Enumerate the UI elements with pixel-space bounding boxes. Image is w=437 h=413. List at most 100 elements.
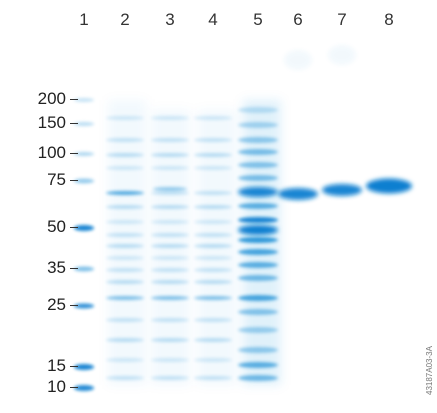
ladder-band xyxy=(74,303,94,309)
ladder-band xyxy=(74,225,94,231)
lysate-band xyxy=(151,233,189,237)
lysate-band xyxy=(151,268,189,272)
mw-label-35: 35 xyxy=(0,259,78,277)
lane5-band xyxy=(238,175,278,181)
lysate-band xyxy=(106,318,144,322)
mw-label-100: 100 xyxy=(0,144,78,162)
lysate-band xyxy=(194,233,232,237)
mw-tick xyxy=(70,99,78,101)
mw-label-50: 50 xyxy=(0,218,78,236)
lysate-band xyxy=(194,138,232,142)
lysate-band xyxy=(106,116,144,120)
lysate-band xyxy=(194,358,232,362)
lane5-band xyxy=(238,309,278,315)
lane5-band xyxy=(238,347,278,353)
lane5-band xyxy=(238,137,278,143)
lane-number-1: 1 xyxy=(79,10,89,29)
lysate-band xyxy=(151,318,189,322)
purified-band xyxy=(366,178,412,194)
lane5-band xyxy=(238,187,278,197)
lysate-band xyxy=(151,220,189,224)
mw-label-text: 50 xyxy=(47,217,66,236)
mw-label-text: 200 xyxy=(37,89,66,108)
lysate-band xyxy=(194,205,232,209)
mw-label-text: 75 xyxy=(47,170,66,189)
mw-label-text: 15 xyxy=(47,356,66,375)
mw-tick xyxy=(70,366,78,368)
lysate-band xyxy=(151,358,189,362)
mw-label-150: 150 xyxy=(0,114,78,132)
lane5-band xyxy=(238,162,278,168)
lysate-band xyxy=(194,296,232,300)
lane5-band xyxy=(238,295,278,301)
lane5-band xyxy=(238,225,278,235)
ladder-band xyxy=(74,266,94,272)
mw-tick xyxy=(70,305,78,307)
lane-number-2: 2 xyxy=(120,10,130,29)
lysate-band xyxy=(151,376,189,380)
mw-tick xyxy=(70,227,78,229)
purified-band xyxy=(322,184,362,196)
mw-label-15: 15 xyxy=(0,357,78,375)
mw-label-text: 10 xyxy=(47,377,66,396)
lysate-band xyxy=(151,153,189,157)
ladder-band xyxy=(74,98,94,102)
figure-id-watermark: 43187A03-3A xyxy=(425,346,434,395)
faint-smear xyxy=(328,45,356,65)
ladder-band xyxy=(74,385,94,391)
mw-tick xyxy=(70,153,78,155)
lane-number-3: 3 xyxy=(165,10,175,29)
lane-number-4: 4 xyxy=(208,10,218,29)
lane-number-7: 7 xyxy=(337,10,347,29)
lane5-band xyxy=(238,203,278,209)
lane5-band xyxy=(238,249,278,255)
lysate-band xyxy=(106,268,144,272)
lysate-band xyxy=(194,268,232,272)
lane-number-6: 6 xyxy=(293,10,303,29)
lysate-band xyxy=(194,191,232,195)
bands xyxy=(74,45,412,391)
lane5-band xyxy=(238,262,278,268)
faint-smear xyxy=(284,50,312,70)
lysate-band xyxy=(194,116,232,120)
lysate-band xyxy=(106,244,144,248)
lane-number-8: 8 xyxy=(384,10,394,29)
mw-label-200: 200 xyxy=(0,90,78,108)
lane5-band xyxy=(238,237,278,243)
lysate-band xyxy=(194,338,232,342)
lysate-band xyxy=(106,256,144,260)
lysate-band xyxy=(106,166,144,170)
lysate-band xyxy=(151,166,189,170)
mw-label-text: 35 xyxy=(47,258,66,277)
purified-band xyxy=(278,188,318,200)
ladder-band xyxy=(74,122,94,126)
lysate-band xyxy=(151,280,189,284)
lysate-band xyxy=(106,376,144,380)
lysate-band xyxy=(151,138,189,142)
lane5-band xyxy=(238,275,278,281)
ladder-band xyxy=(74,152,94,156)
lysate-band xyxy=(153,187,187,191)
lane5-band xyxy=(238,122,278,128)
lane5-band xyxy=(238,375,278,381)
lysate-band xyxy=(106,220,144,224)
mw-tick xyxy=(70,387,78,389)
lysate-band xyxy=(106,296,144,300)
lane-number-5: 5 xyxy=(253,10,263,29)
lane5-band xyxy=(238,362,278,368)
mw-label-text: 25 xyxy=(47,295,66,314)
ladder-band xyxy=(74,178,94,184)
lysate-band xyxy=(194,256,232,260)
lysate-band xyxy=(151,338,189,342)
lysate-band xyxy=(151,244,189,248)
mw-tick xyxy=(70,268,78,270)
lysate-band xyxy=(106,358,144,362)
lane5-band xyxy=(238,149,278,155)
lysate-band xyxy=(194,166,232,170)
lane5-band xyxy=(238,107,278,113)
lysate-band xyxy=(151,296,189,300)
lysate-band xyxy=(106,233,144,237)
lysate-band xyxy=(106,191,144,195)
ladder-band xyxy=(74,364,94,370)
